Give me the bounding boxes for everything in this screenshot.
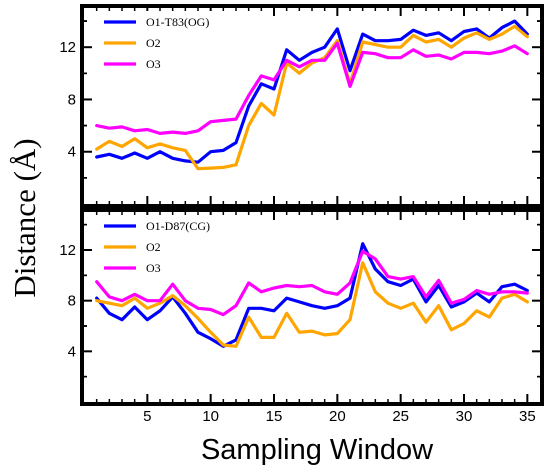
x-tick-label: 25 (392, 408, 409, 425)
y-tick-label-top: 4 (68, 144, 76, 161)
series-line-bottom-2 (95, 249, 529, 317)
x-tick-label: 35 (519, 408, 536, 425)
x-tick-label: 10 (202, 408, 219, 425)
y-tick-label-top: 8 (68, 91, 76, 108)
panel-bottom: 4 8 12 5 10 15 20 25 30 35 O1-D87(CG) O2 O3 (59, 208, 544, 425)
legend-label-top-0: O1-T83(OG) (146, 15, 209, 29)
x-tick-label: 5 (143, 408, 151, 425)
legend-label-bottom-0: O1-D87(CG) (146, 219, 210, 233)
y-tick-label-bottom: 12 (59, 242, 76, 259)
series-line-top-2 (95, 41, 529, 135)
x-tick-label: 15 (266, 408, 283, 425)
legend-top: O1-T83(OG) O2 O3 (98, 11, 252, 76)
series-line-top-1 (95, 24, 529, 171)
series-line-bottom-0 (95, 242, 529, 348)
y-tick-label-bottom: 4 (68, 343, 76, 360)
legend-label-top-1: O2 (146, 36, 161, 50)
x-tick-label: 30 (456, 408, 473, 425)
legend-label-bottom-1: O2 (146, 240, 161, 254)
x-axis-label: Sampling Window (201, 434, 434, 466)
x-tick-label: 20 (329, 408, 346, 425)
series-line-top-0 (95, 19, 529, 164)
legend-label-top-2: O3 (146, 57, 161, 71)
y-tick-label-top: 12 (59, 39, 76, 56)
panel-top: 4 8 12 O1-T83(OG) O2 O3 (59, 4, 544, 208)
legend-label-bottom-2: O3 (146, 261, 161, 275)
y-tick-label-bottom: 8 (68, 293, 76, 310)
legend-bottom: O1-D87(CG) O2 O3 (98, 215, 252, 280)
y-axis-label: Distance (Å) (7, 138, 42, 297)
series-line-bottom-1 (95, 261, 529, 348)
